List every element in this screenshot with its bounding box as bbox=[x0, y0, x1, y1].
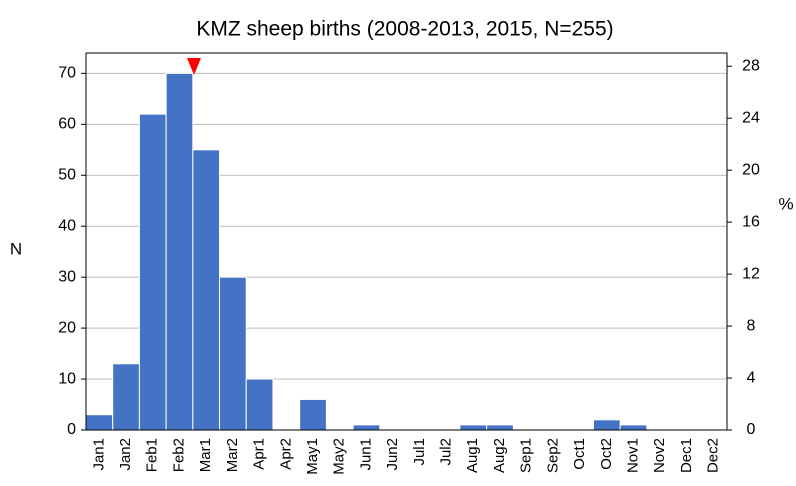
x-tick-label: Nov2 bbox=[651, 438, 668, 473]
y2-axis-label: % bbox=[778, 194, 793, 213]
x-tick-label: Apr2 bbox=[277, 438, 294, 470]
bar bbox=[459, 424, 488, 431]
bar bbox=[192, 149, 221, 431]
x-tick-label: Feb2 bbox=[170, 438, 187, 472]
x-tick-label: Feb1 bbox=[144, 438, 161, 472]
x-tick-label: Aug2 bbox=[491, 438, 508, 473]
x-tick-label: Jul1 bbox=[411, 438, 428, 466]
y-tick-label: 20 bbox=[58, 319, 76, 336]
y2-tick-label: 24 bbox=[742, 109, 760, 126]
x-tick-label: Mar1 bbox=[197, 438, 214, 472]
y-tick-label: 70 bbox=[58, 65, 76, 82]
bar bbox=[352, 424, 381, 431]
x-tick-label: Jan1 bbox=[90, 438, 107, 471]
y2-tick-label: 8 bbox=[747, 317, 756, 334]
y-axis-label: N bbox=[10, 239, 22, 258]
x-tick-label: Jan2 bbox=[117, 438, 134, 471]
plot-frame bbox=[85, 52, 728, 431]
x-tick-label: Aug1 bbox=[464, 438, 481, 473]
x-tick-label: Oct2 bbox=[598, 438, 615, 470]
bar bbox=[112, 363, 140, 431]
x-tick-label: Jun1 bbox=[357, 438, 374, 471]
x-tick-label: Jun2 bbox=[384, 438, 401, 471]
x-tick-label: Mar2 bbox=[224, 438, 241, 472]
bar bbox=[245, 378, 274, 431]
y-tick-label: 0 bbox=[67, 421, 76, 438]
x-tick-label: Dec2 bbox=[705, 438, 722, 473]
y-tick-label: 60 bbox=[58, 116, 76, 133]
bar bbox=[592, 419, 621, 431]
bar bbox=[165, 72, 194, 431]
bar bbox=[299, 398, 327, 431]
y2-tick-label: 20 bbox=[742, 161, 760, 178]
bar bbox=[486, 424, 514, 431]
x-tick-label: Nov1 bbox=[624, 438, 641, 473]
y2-tick-label: 28 bbox=[742, 57, 760, 74]
y2-tick-label: 4 bbox=[747, 369, 756, 386]
y-tick-label: 10 bbox=[58, 370, 76, 387]
bar bbox=[138, 113, 167, 431]
x-tick-label: Sep2 bbox=[544, 438, 561, 473]
x-tick-label: May2 bbox=[331, 438, 348, 475]
x-tick-label: May1 bbox=[304, 438, 321, 475]
y-tick-label: 40 bbox=[58, 217, 76, 234]
x-tick-label: Oct1 bbox=[571, 438, 588, 470]
bar bbox=[219, 276, 247, 431]
y-tick-label: 50 bbox=[58, 166, 76, 183]
x-tick-label: Sep1 bbox=[518, 438, 535, 473]
x-tick-label: Apr1 bbox=[251, 438, 268, 470]
chart-title: KMZ sheep births (2008-2013, 2015, N=255… bbox=[196, 18, 613, 41]
y2-tick-label: 0 bbox=[747, 421, 756, 438]
y2-tick-label: 12 bbox=[742, 265, 760, 282]
y2-tick-label: 16 bbox=[742, 213, 760, 230]
y-tick-label: 30 bbox=[58, 268, 76, 285]
x-tick-label: Dec1 bbox=[678, 438, 695, 473]
bar bbox=[85, 414, 114, 431]
x-tick-label: Jul2 bbox=[438, 438, 455, 466]
marker-triangle bbox=[187, 58, 201, 75]
bar bbox=[619, 424, 648, 431]
